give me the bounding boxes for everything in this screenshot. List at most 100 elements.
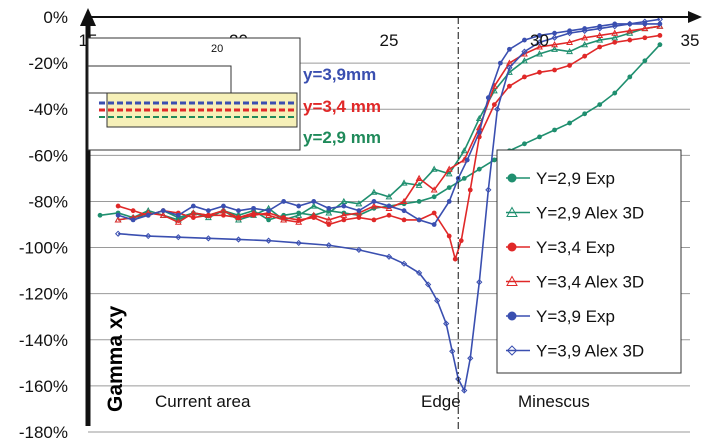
data-point (566, 38, 574, 45)
y-tick-label: -180% (19, 423, 68, 439)
data-point (371, 217, 377, 223)
data-point (250, 209, 257, 216)
data-point (507, 46, 512, 52)
legend-entry: Y=2,9 Exp (506, 169, 615, 188)
data-point (522, 37, 527, 43)
data-point (425, 281, 432, 288)
data-point (115, 203, 121, 209)
data-point (656, 22, 664, 29)
data-point (467, 355, 474, 362)
data-point (160, 208, 166, 214)
data-point (355, 200, 363, 207)
data-point (221, 203, 226, 209)
data-point (415, 174, 423, 181)
data-point (400, 197, 408, 205)
data-point (452, 256, 458, 262)
data-point (311, 199, 317, 204)
data-point (265, 211, 273, 218)
legend-marker (506, 275, 518, 286)
data-point (611, 34, 619, 41)
data-point (611, 23, 618, 30)
y-axis-label: Gamma xy (104, 305, 127, 412)
data-point (97, 212, 103, 218)
data-point (506, 64, 513, 71)
data-point (431, 210, 437, 216)
data-point (175, 234, 182, 241)
data-point (641, 24, 649, 32)
data-point (537, 134, 542, 140)
data-point (325, 216, 333, 223)
data-point (385, 193, 393, 200)
data-point (325, 242, 332, 249)
data-point (612, 90, 618, 96)
data-point (537, 69, 542, 75)
data-point (236, 208, 241, 214)
data-point (431, 194, 437, 200)
data-point (522, 141, 527, 147)
data-point (341, 217, 347, 223)
data-point (446, 233, 452, 239)
y-tick-label: -140% (19, 331, 68, 350)
data-point (190, 203, 196, 209)
data-point (431, 222, 437, 227)
data-point (582, 53, 588, 59)
data-point (657, 42, 663, 48)
data-point (581, 41, 589, 48)
data-point (235, 236, 242, 243)
data-point (326, 222, 332, 227)
data-point (340, 211, 348, 218)
series-5 (115, 21, 663, 227)
inset-label-y39: y=3,9mm (303, 65, 376, 84)
data-point (295, 239, 302, 247)
data-point (458, 238, 464, 244)
data-point (400, 179, 408, 186)
data-point (189, 209, 197, 216)
x-tick-labels: 1520253035 (79, 31, 700, 50)
data-point (476, 166, 482, 172)
data-point (642, 58, 648, 64)
data-point (310, 202, 318, 209)
data-point (251, 205, 256, 211)
data-point (536, 43, 543, 50)
data-point (370, 202, 378, 209)
data-point (596, 25, 603, 32)
data-point (400, 260, 408, 267)
data-point (325, 209, 333, 216)
data-point (341, 203, 347, 209)
data-point (355, 209, 363, 216)
y-axis-arrow-icon (80, 8, 96, 26)
data-point (507, 83, 512, 89)
data-point (445, 170, 453, 177)
inset-schematic: 20 y=3,9mm y=3,4 mm y=2,9 mm (87, 37, 381, 151)
legend-label: Y=2,9 Exp (536, 169, 615, 188)
data-point (401, 208, 407, 214)
legend: Y=2,9 Exp Y=2,9 Alex 3D Y=3,4 Exp Y=3,4 Ale… (496, 149, 682, 374)
data-point (190, 215, 196, 220)
data-point (204, 211, 212, 218)
x-axis-arrow-icon (688, 11, 702, 23)
data-point (485, 186, 492, 194)
data-point (281, 199, 287, 204)
y-tick-label: -60% (28, 146, 68, 165)
legend-entry: Y=2,9 Alex 3D (506, 204, 644, 223)
data-point (641, 18, 648, 25)
annotation-edge: Edge (421, 392, 461, 411)
data-point (443, 320, 450, 327)
data-point (145, 212, 151, 218)
data-point (370, 188, 378, 195)
data-point (582, 111, 588, 117)
legend-entry: Y=3,9 Alex 3D (506, 342, 644, 361)
data-point (371, 199, 377, 204)
data-point (326, 205, 332, 211)
data-point (476, 279, 483, 286)
data-point (522, 74, 527, 80)
data-point (114, 216, 122, 223)
data-point (310, 211, 318, 218)
x-tick-label: 25 (380, 31, 399, 50)
x-tick-label: 35 (681, 31, 700, 50)
data-point (626, 20, 633, 28)
y-tick-label: -120% (19, 285, 68, 304)
data-point (475, 114, 483, 122)
inset-tiny-label: 20 (211, 43, 223, 55)
data-point (597, 102, 603, 108)
